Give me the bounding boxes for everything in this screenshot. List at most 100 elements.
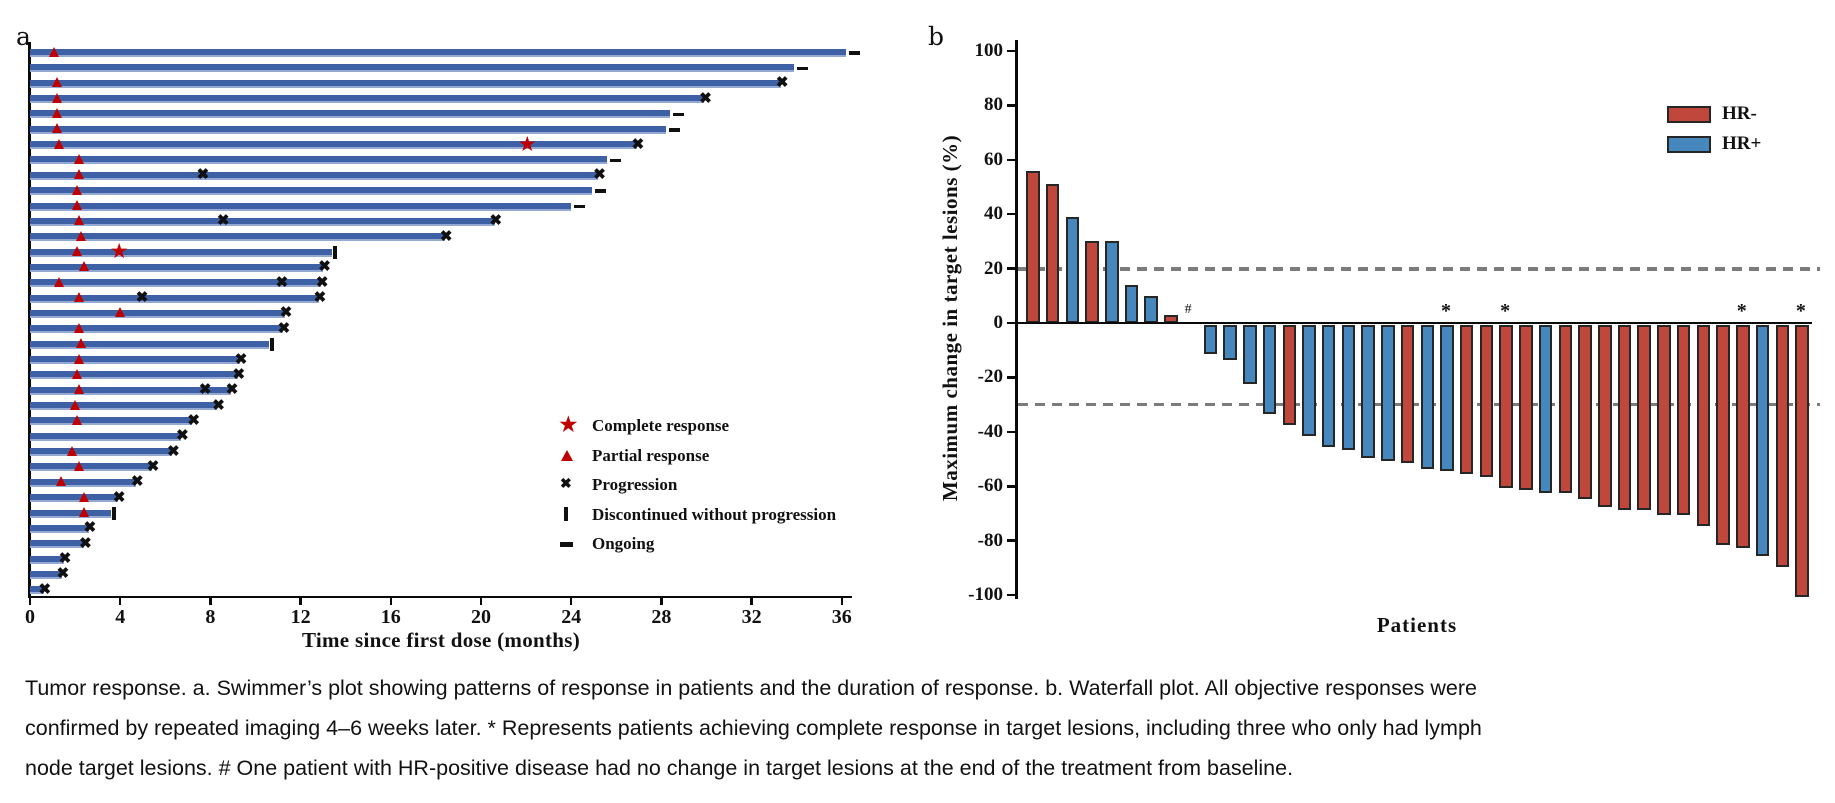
complete-response-star-icon: ★ [517,131,537,156]
swimmer-x-tick-label: 28 [651,606,672,628]
swimmer-bar [30,371,238,380]
waterfall-y-tick-label: 80 [984,94,1003,116]
waterfall-y-axis-tick [1007,593,1015,597]
legend-label: Ongoing [592,534,655,553]
progression-x-icon: ✖ [212,397,225,414]
waterfall-bar-hr-positive [1144,295,1158,323]
progression-x-icon: ✖ [196,167,210,184]
progression-x-icon: ✖ [277,320,291,337]
partial-response-triangle-icon [67,445,78,456]
waterfall-y-axis-tick [1007,158,1015,161]
waterfall-bar-hr-positive [1223,324,1237,360]
complete-response-star-icon: ★ [109,239,129,263]
partial-response-triangle-icon [114,307,125,318]
progression-x-icon: ✖ [234,351,248,368]
partial-response-triangle-icon [49,46,60,57]
progression-x-icon: ✖ [167,443,180,460]
swimmer-bar [30,309,285,318]
progression-x-icon: ✖ [79,535,92,552]
progression-x-icon: ✖ [38,581,52,598]
waterfall-bar-hr-positive [1538,324,1553,494]
progression-x-icon: ✖ [187,412,200,429]
waterfall-bar-hr-negative [1499,324,1513,488]
swimmer-bar [30,448,173,457]
swimmer-x-tick-label: 16 [380,606,401,628]
ongoing-dash-icon [673,112,685,117]
legend-star-icon: ★ [558,412,579,437]
waterfall-y-tick-label: 40 [984,203,1003,225]
swimmer-bar [30,524,89,533]
waterfall-y-tick-label: 20 [984,257,1003,279]
partial-response-triangle-icon [53,276,64,287]
swimmer-x-axis-tick [209,598,212,605]
legend-ongoing-icon [560,542,573,547]
swimmer-bar [30,202,572,211]
waterfall-bar-hr-positive [1321,324,1336,447]
progression-x-icon: ✖ [279,305,293,322]
waterfall-bar-hr-positive [1105,241,1119,323]
progression-x-icon: ✖ [131,474,144,491]
waterfall-bar-hr-negative [1578,324,1592,499]
swimmer-bar [30,570,62,579]
swimmer-x-tick-label: 24 [561,606,582,628]
waterfall-y-axis-tick [1007,376,1015,379]
swimmer-bar [30,478,136,487]
waterfall-legend-swatch [1667,106,1711,123]
swimmer-bar [30,586,44,595]
waterfall-bar-hr-positive [1203,324,1218,355]
waterfall-bar-hr-negative [1676,324,1691,515]
partial-response-triangle-icon [56,476,67,487]
swimmer-bar [30,494,118,503]
swimmer-x-axis-line [28,595,852,598]
swimmer-bar [30,386,231,395]
legend-label: Complete response [592,416,730,435]
caption-line-3: node target lesions. # One patient with … [25,756,1294,780]
waterfall-bar-hr-positive [1341,324,1356,450]
waterfall-bar-hr-negative [1558,324,1572,494]
swimmer-bar [30,555,64,564]
discontinued-tick-icon [112,507,116,520]
partial-response-triangle-icon [78,261,89,272]
partial-response-triangle-icon [74,292,85,303]
progression-x-icon: ✖ [216,213,230,230]
complete-response-asterisk-annotation: * [1441,300,1451,322]
progression-x-icon: ✖ [58,551,72,567]
progression-x-icon: ✖ [83,520,97,537]
swimmer-x-axis-tick [660,598,663,605]
waterfall-y-tick-label: 0 [993,312,1004,333]
figure-caption: Tumor response. a. Swimmer’s plot showin… [25,668,1482,788]
waterfall-bar-hr-negative [1775,324,1789,567]
partial-response-triangle-icon [51,92,62,103]
reference-line [1018,266,1820,272]
progression-x-icon: ✖ [593,167,606,184]
swimmer-bar [30,356,240,364]
legend-label: Progression [592,475,678,494]
progression-x-icon: ✖ [112,489,126,506]
waterfall-y-tick-label: -100 [968,584,1003,605]
partial-response-triangle-icon [71,414,82,425]
partial-response-triangle-icon [53,138,64,149]
ongoing-dash-icon [849,51,861,55]
swimmer-bar [30,171,599,180]
waterfall-bar-hr-positive [1361,324,1375,458]
waterfall-y-axis-tick [1007,539,1015,542]
partial-response-triangle-icon [71,246,82,256]
panel-a-label: a [16,22,31,51]
waterfall-y-tick-label: 60 [984,148,1003,170]
progression-x-icon: ✖ [318,259,331,276]
swimmer-bar [30,432,182,441]
no-change-hash-annotation: # [1184,302,1192,317]
waterfall-y-axis-tick [1007,212,1015,216]
waterfall-legend-swatch [1667,136,1711,153]
waterfall-legend-label: HR+ [1722,133,1762,154]
waterfall-bar-hr-negative [1598,324,1612,507]
partial-response-triangle-icon [51,123,62,134]
swimmer-bar [30,340,269,349]
progression-x-icon: ✖ [225,382,239,399]
progression-x-icon: ✖ [489,213,503,230]
progression-x-icon: ✖ [775,75,789,92]
partial-response-triangle-icon [76,338,87,349]
waterfall-bar-hr-positive [1243,324,1257,385]
waterfall-zero-line [1015,321,1812,325]
waterfall-bar-hr-negative [1459,324,1474,475]
